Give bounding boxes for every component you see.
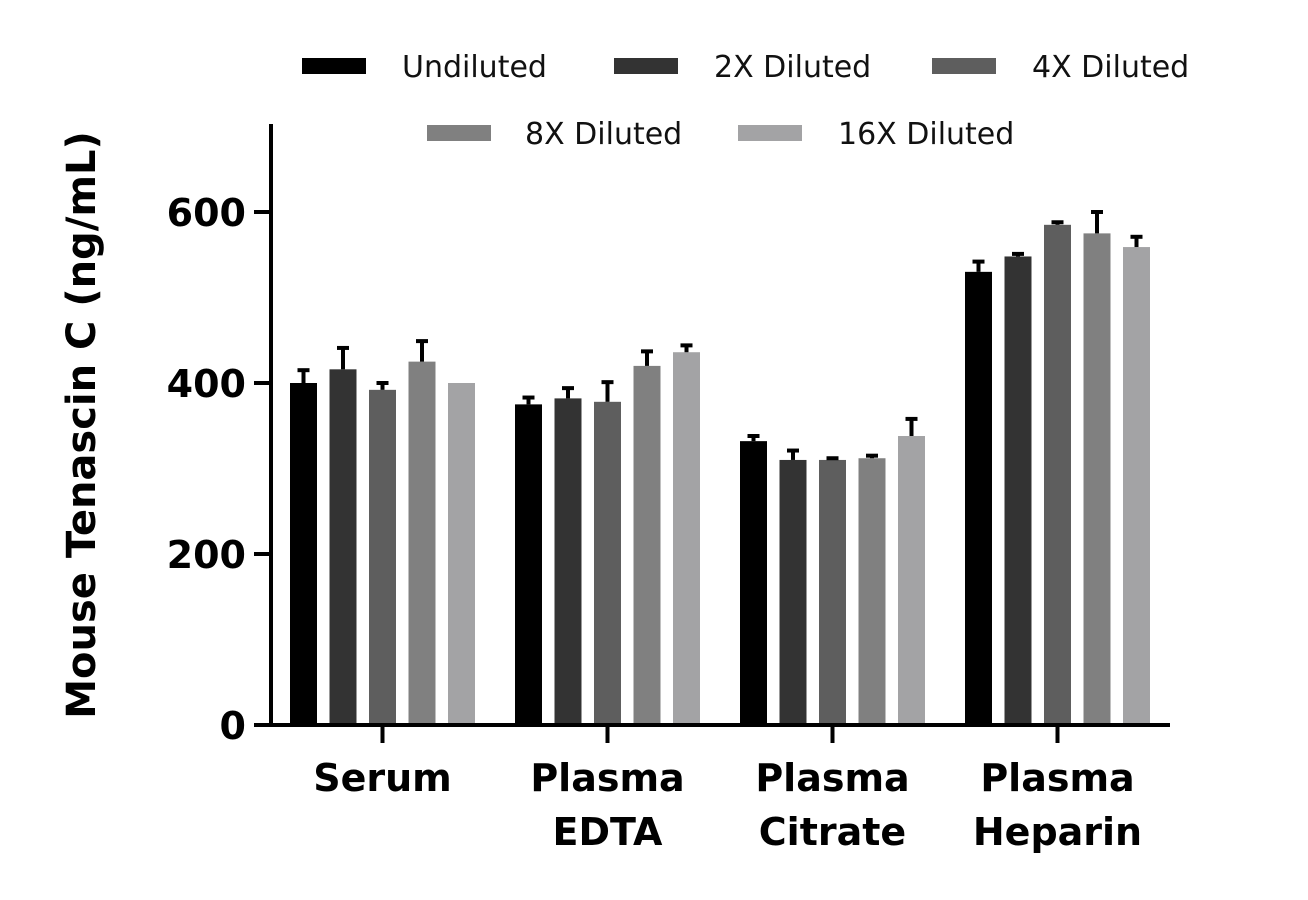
- error-bar: [522, 395, 535, 405]
- error-bar: [562, 386, 574, 399]
- legend-item: 16X Diluted: [738, 117, 1014, 152]
- bar-2x-diluted-2: [779, 459, 807, 725]
- bar-8x-diluted-1: [633, 365, 661, 725]
- error-bar: [680, 343, 693, 353]
- error-bar: [641, 349, 653, 366]
- bar-2x-diluted-1: [554, 398, 582, 725]
- error-bar: [416, 339, 428, 362]
- y-tick-label: 200: [167, 533, 246, 577]
- error-bar: [1130, 234, 1143, 248]
- error-bar: [747, 434, 760, 442]
- legend-label: Undiluted: [402, 50, 547, 85]
- error-bar: [866, 453, 878, 459]
- bars-layer: [290, 210, 1150, 725]
- error-bar: [601, 380, 614, 402]
- x-tick-label: Heparin: [973, 810, 1142, 854]
- bar-4x-diluted-3: [1044, 224, 1071, 725]
- bar-undiluted-0: [290, 383, 317, 725]
- bar-8x-diluted-2: [858, 458, 886, 725]
- bar-4x-diluted-0: [369, 389, 396, 725]
- error-bar: [826, 456, 839, 461]
- legend-label: 4X Diluted: [1032, 50, 1189, 85]
- legend-item: 8X Diluted: [427, 117, 682, 152]
- bar-2x-diluted-3: [1004, 256, 1032, 725]
- legend-label: 16X Diluted: [838, 117, 1014, 152]
- x-tick-label: Serum: [313, 756, 452, 800]
- y-axis-label: Mouse Tenascin C (ng/mL): [59, 131, 105, 719]
- x-tick-label: Plasma: [980, 756, 1134, 800]
- bar-16x-diluted-2: [898, 436, 925, 725]
- legend-item: 4X Diluted: [932, 50, 1189, 85]
- bar-8x-diluted-0: [408, 361, 436, 725]
- x-tick-label: EDTA: [553, 810, 663, 854]
- legend-swatch: [932, 58, 996, 74]
- bar-2x-diluted-0: [329, 369, 357, 725]
- legend-swatch: [302, 58, 366, 74]
- bar-16x-diluted-0: [448, 383, 475, 725]
- bar-8x-diluted-3: [1083, 233, 1111, 725]
- legend-label: 2X Diluted: [714, 50, 871, 85]
- error-bar: [297, 368, 310, 383]
- bar-undiluted-2: [740, 441, 767, 725]
- bar-4x-diluted-2: [819, 459, 846, 725]
- legend: Undiluted 2X Diluted 4X Diluted 8X Diluted 1…: [302, 50, 1189, 152]
- legend-item: Undiluted: [302, 50, 547, 85]
- x-tick-label: Citrate: [759, 810, 906, 854]
- y-tick-label: 400: [167, 362, 246, 406]
- error-bar: [787, 448, 799, 460]
- error-bar: [1091, 210, 1103, 234]
- bar-undiluted-3: [965, 271, 992, 725]
- error-bar: [905, 416, 918, 437]
- legend-item: 2X Diluted: [614, 50, 871, 85]
- error-bar: [1012, 251, 1024, 257]
- bar-4x-diluted-1: [594, 401, 621, 725]
- legend-swatch: [738, 125, 802, 141]
- bar-16x-diluted-3: [1123, 247, 1150, 725]
- bar-16x-diluted-1: [673, 352, 700, 725]
- y-tick-label: 600: [167, 191, 246, 235]
- x-tick-label: Plasma: [530, 756, 684, 800]
- x-tick-label: Plasma: [755, 756, 909, 800]
- error-bar: [376, 381, 389, 390]
- legend-swatch: [427, 125, 491, 141]
- bar-undiluted-1: [515, 404, 542, 725]
- legend-swatch: [614, 58, 678, 74]
- error-bar: [972, 259, 985, 272]
- legend-label: 8X Diluted: [525, 117, 682, 152]
- error-bar: [1051, 220, 1064, 225]
- y-tick-label: 0: [220, 704, 246, 748]
- axes-layer: 0 200 400 600 Serum Plasma EDTA Plasma Citrate Pl…: [167, 124, 1170, 854]
- error-bar: [337, 345, 349, 370]
